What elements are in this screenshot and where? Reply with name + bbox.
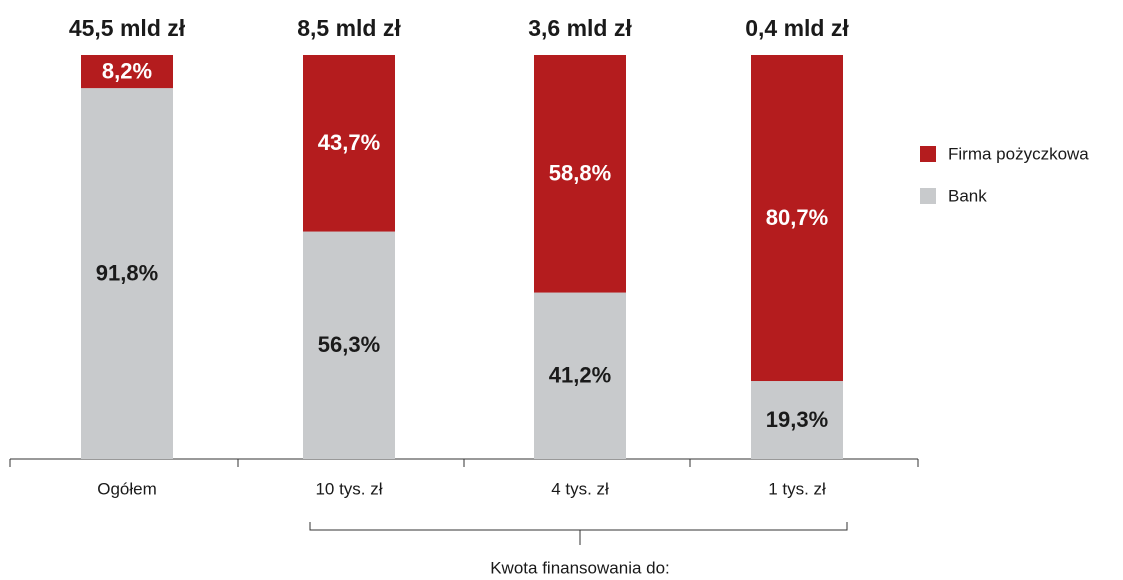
bar-segment	[751, 55, 843, 382]
total-label: 3,6 mld zł	[528, 15, 632, 41]
bar-segment	[751, 381, 843, 459]
bar-segment	[534, 55, 626, 293]
total-label: 8,5 mld zł	[297, 15, 401, 41]
x-tick-label: 4 tys. zł	[551, 479, 609, 498]
group-bracket	[309, 522, 848, 545]
value-label: 8,2%	[102, 58, 152, 83]
group-label: Kwota finansowania do:	[490, 558, 670, 577]
total-label: 0,4 mld zł	[745, 15, 849, 41]
legend-swatch	[920, 188, 936, 204]
value-label: 80,7%	[766, 205, 828, 230]
x-axis	[9, 458, 919, 467]
x-tick-label: 10 tys. zł	[315, 479, 382, 498]
bar-segment	[534, 292, 626, 459]
legend-label: Firma pożyczkowa	[948, 144, 1089, 163]
value-label: 41,2%	[549, 363, 611, 388]
bar-segment	[81, 55, 173, 89]
value-label: 91,8%	[96, 260, 158, 285]
x-tick-label: Ogółem	[97, 479, 157, 498]
bar-segment	[303, 55, 395, 232]
value-label: 19,3%	[766, 407, 828, 432]
x-tick-label: 1 tys. zł	[768, 479, 826, 498]
value-label: 43,7%	[318, 130, 380, 155]
bar-segment	[303, 231, 395, 459]
value-label: 58,8%	[549, 161, 611, 186]
legend-swatch	[920, 146, 936, 162]
legend-label: Bank	[948, 186, 987, 205]
value-label: 56,3%	[318, 332, 380, 357]
bar-segment	[81, 88, 173, 460]
total-label: 45,5 mld zł	[69, 15, 186, 41]
